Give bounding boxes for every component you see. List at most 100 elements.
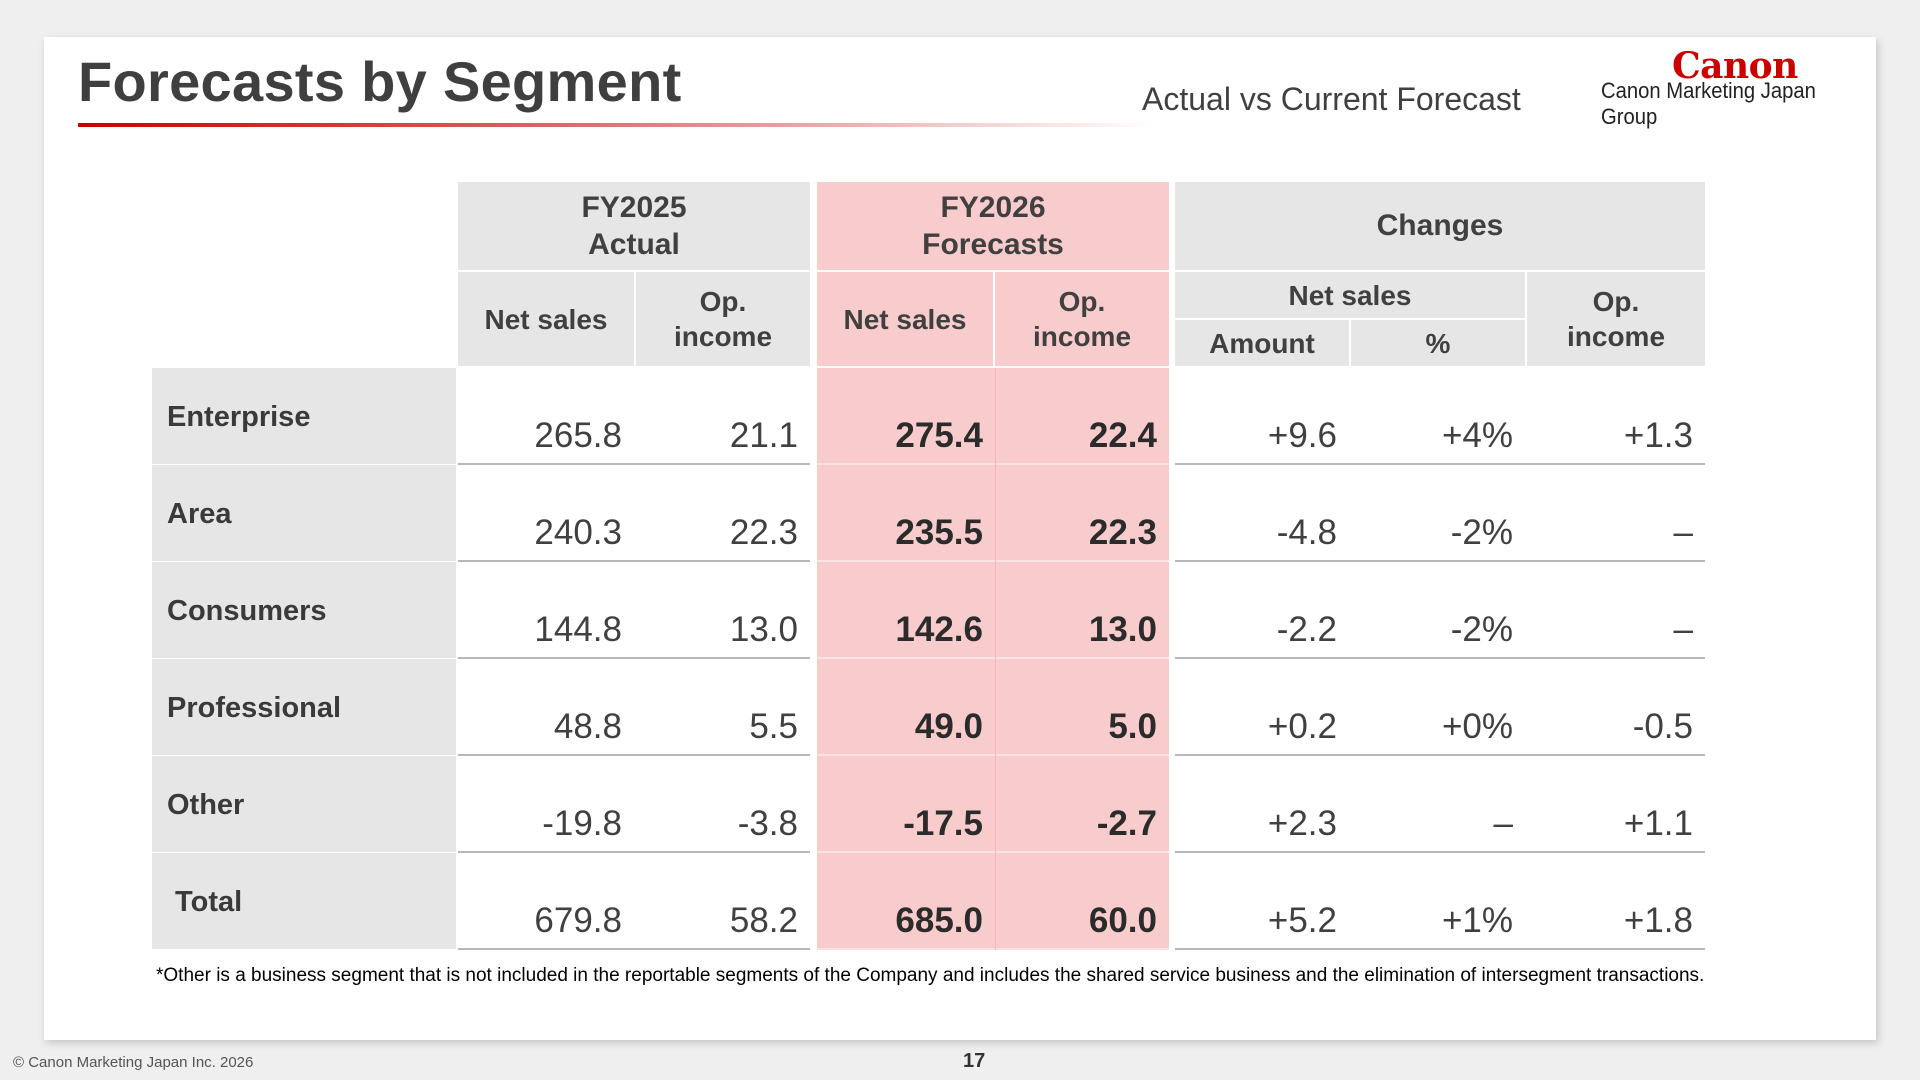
table-cell: 22.3 xyxy=(995,465,1169,562)
table-cell: 48.8 xyxy=(553,707,622,746)
row-label: Area xyxy=(152,465,456,561)
table-cell: 13.0 xyxy=(729,610,798,649)
footnote: *Other is a business segment that is not… xyxy=(156,965,1705,986)
page-subtitle: Actual vs Current Forecast xyxy=(1142,81,1521,117)
subheader-changes-op-income: Op. income xyxy=(1527,272,1705,366)
title-underline xyxy=(78,123,1158,127)
table-cell: +1% xyxy=(1441,901,1513,940)
table-cell: 60.0 xyxy=(995,853,1169,950)
table-cell: -2.7 xyxy=(995,756,1169,853)
table-cell: 13.0 xyxy=(995,562,1169,659)
subheader-label: Op. xyxy=(1592,286,1640,317)
table-cell: 685.0 xyxy=(817,853,995,950)
header-fy2025-line2: Actual xyxy=(588,228,680,261)
subheader-label: Net sales xyxy=(1288,279,1412,311)
row-label: Consumers xyxy=(152,562,456,658)
table-cell: +4% xyxy=(1441,416,1513,455)
table-cell: – xyxy=(1493,804,1513,843)
row-divider xyxy=(1175,560,1705,562)
slide: Forecasts by Segment Actual vs Current F… xyxy=(44,37,1876,1040)
row-divider xyxy=(1175,754,1705,756)
row-divider xyxy=(1175,463,1705,465)
table-cell: -2% xyxy=(1450,610,1513,649)
subheader-fy2025-op-income: Op. income xyxy=(636,272,810,366)
row-label: Other xyxy=(152,756,456,852)
logo-group-name: Canon Marketing Japan Group xyxy=(1601,78,1816,129)
table-cell: -0.5 xyxy=(1632,707,1693,746)
subheader-changes-net-sales: Net sales xyxy=(1175,272,1525,318)
subheader-changes-amount: Amount xyxy=(1175,320,1349,366)
table-cell: 5.5 xyxy=(749,707,798,746)
row-divider xyxy=(458,560,810,562)
row-divider xyxy=(458,851,810,853)
subheader-label: income xyxy=(1566,321,1666,352)
table-cell: +0% xyxy=(1441,707,1513,746)
table-cell: 49.0 xyxy=(817,659,995,756)
table-cell: 22.4 xyxy=(995,368,1169,465)
table-cell: -4.8 xyxy=(1276,513,1337,552)
row-divider xyxy=(817,463,1169,465)
subheader-label: income xyxy=(1032,321,1132,352)
subheader-fy2025-net-sales: Net sales xyxy=(458,272,634,366)
header-changes-label: Changes xyxy=(1376,209,1504,243)
table-cell: 142.6 xyxy=(817,562,995,659)
row-divider xyxy=(458,948,810,950)
table-cell: -2% xyxy=(1450,513,1513,552)
subheader-label: Op. xyxy=(1058,286,1106,317)
row-divider xyxy=(817,948,1169,950)
subheader-label: Amount xyxy=(1209,327,1315,359)
subheader-label: Net sales xyxy=(484,303,608,335)
row-divider xyxy=(458,657,810,659)
table-cell: – xyxy=(1673,610,1693,649)
row-divider xyxy=(817,560,1169,562)
page-number: 17 xyxy=(963,1050,986,1072)
header-fy2026-forecasts: FY2026 Forecasts xyxy=(817,182,1169,270)
header-fy2026-line1: FY2026 xyxy=(940,190,1046,224)
table-cell: +1.3 xyxy=(1623,416,1693,455)
header-fy2025-actual: FY2025 Actual xyxy=(458,182,810,270)
table-cell: -3.8 xyxy=(737,804,798,843)
row-label: Enterprise xyxy=(152,368,456,464)
table-cell: 58.2 xyxy=(729,901,798,940)
table-cell: 275.4 xyxy=(817,368,995,465)
table-cell: +2.3 xyxy=(1267,804,1337,843)
header-fy2026-line2: Forecasts xyxy=(922,228,1064,261)
canon-logo: Canon xyxy=(1672,45,1798,87)
row-divider xyxy=(1175,851,1705,853)
table-cell: +9.6 xyxy=(1267,416,1337,455)
table-cell: +1.8 xyxy=(1623,901,1693,940)
row-divider xyxy=(458,754,810,756)
page-title: Forecasts by Segment xyxy=(78,50,682,113)
header-changes: Changes xyxy=(1175,182,1705,270)
table-cell: +1.1 xyxy=(1623,804,1693,843)
row-divider xyxy=(458,463,810,465)
table-cell: 679.8 xyxy=(534,901,622,940)
row-divider xyxy=(817,754,1169,756)
table-cell: 21.1 xyxy=(729,416,798,455)
table-cell: -2.2 xyxy=(1276,610,1337,649)
table-cell: -17.5 xyxy=(817,756,995,853)
subheader-label: % xyxy=(1425,327,1451,359)
subheader-fy2026-op-income: Op. income xyxy=(995,272,1169,366)
row-divider xyxy=(817,851,1169,853)
table-cell: +0.2 xyxy=(1267,707,1337,746)
table-cell: 144.8 xyxy=(534,610,622,649)
table-cell: 240.3 xyxy=(534,513,622,552)
table-cell: 265.8 xyxy=(534,416,622,455)
subheader-fy2026-net-sales: Net sales xyxy=(817,272,993,366)
table-cell: 22.3 xyxy=(729,513,798,552)
column-divider xyxy=(995,368,996,950)
row-label: Professional xyxy=(152,659,456,755)
row-divider xyxy=(1175,657,1705,659)
table-cell: 235.5 xyxy=(817,465,995,562)
table-cell: – xyxy=(1673,513,1693,552)
table-cell: 5.0 xyxy=(995,659,1169,756)
copyright: © Canon Marketing Japan Inc. 2026 xyxy=(13,1054,254,1071)
subheader-label: income xyxy=(673,321,773,352)
table-cell: +5.2 xyxy=(1267,901,1337,940)
header-fy2025-line1: FY2025 xyxy=(581,190,687,224)
row-divider xyxy=(1175,948,1705,950)
subheader-label: Net sales xyxy=(843,303,967,335)
row-label: Total xyxy=(152,853,456,949)
subheader-changes-percent: % xyxy=(1351,320,1525,366)
